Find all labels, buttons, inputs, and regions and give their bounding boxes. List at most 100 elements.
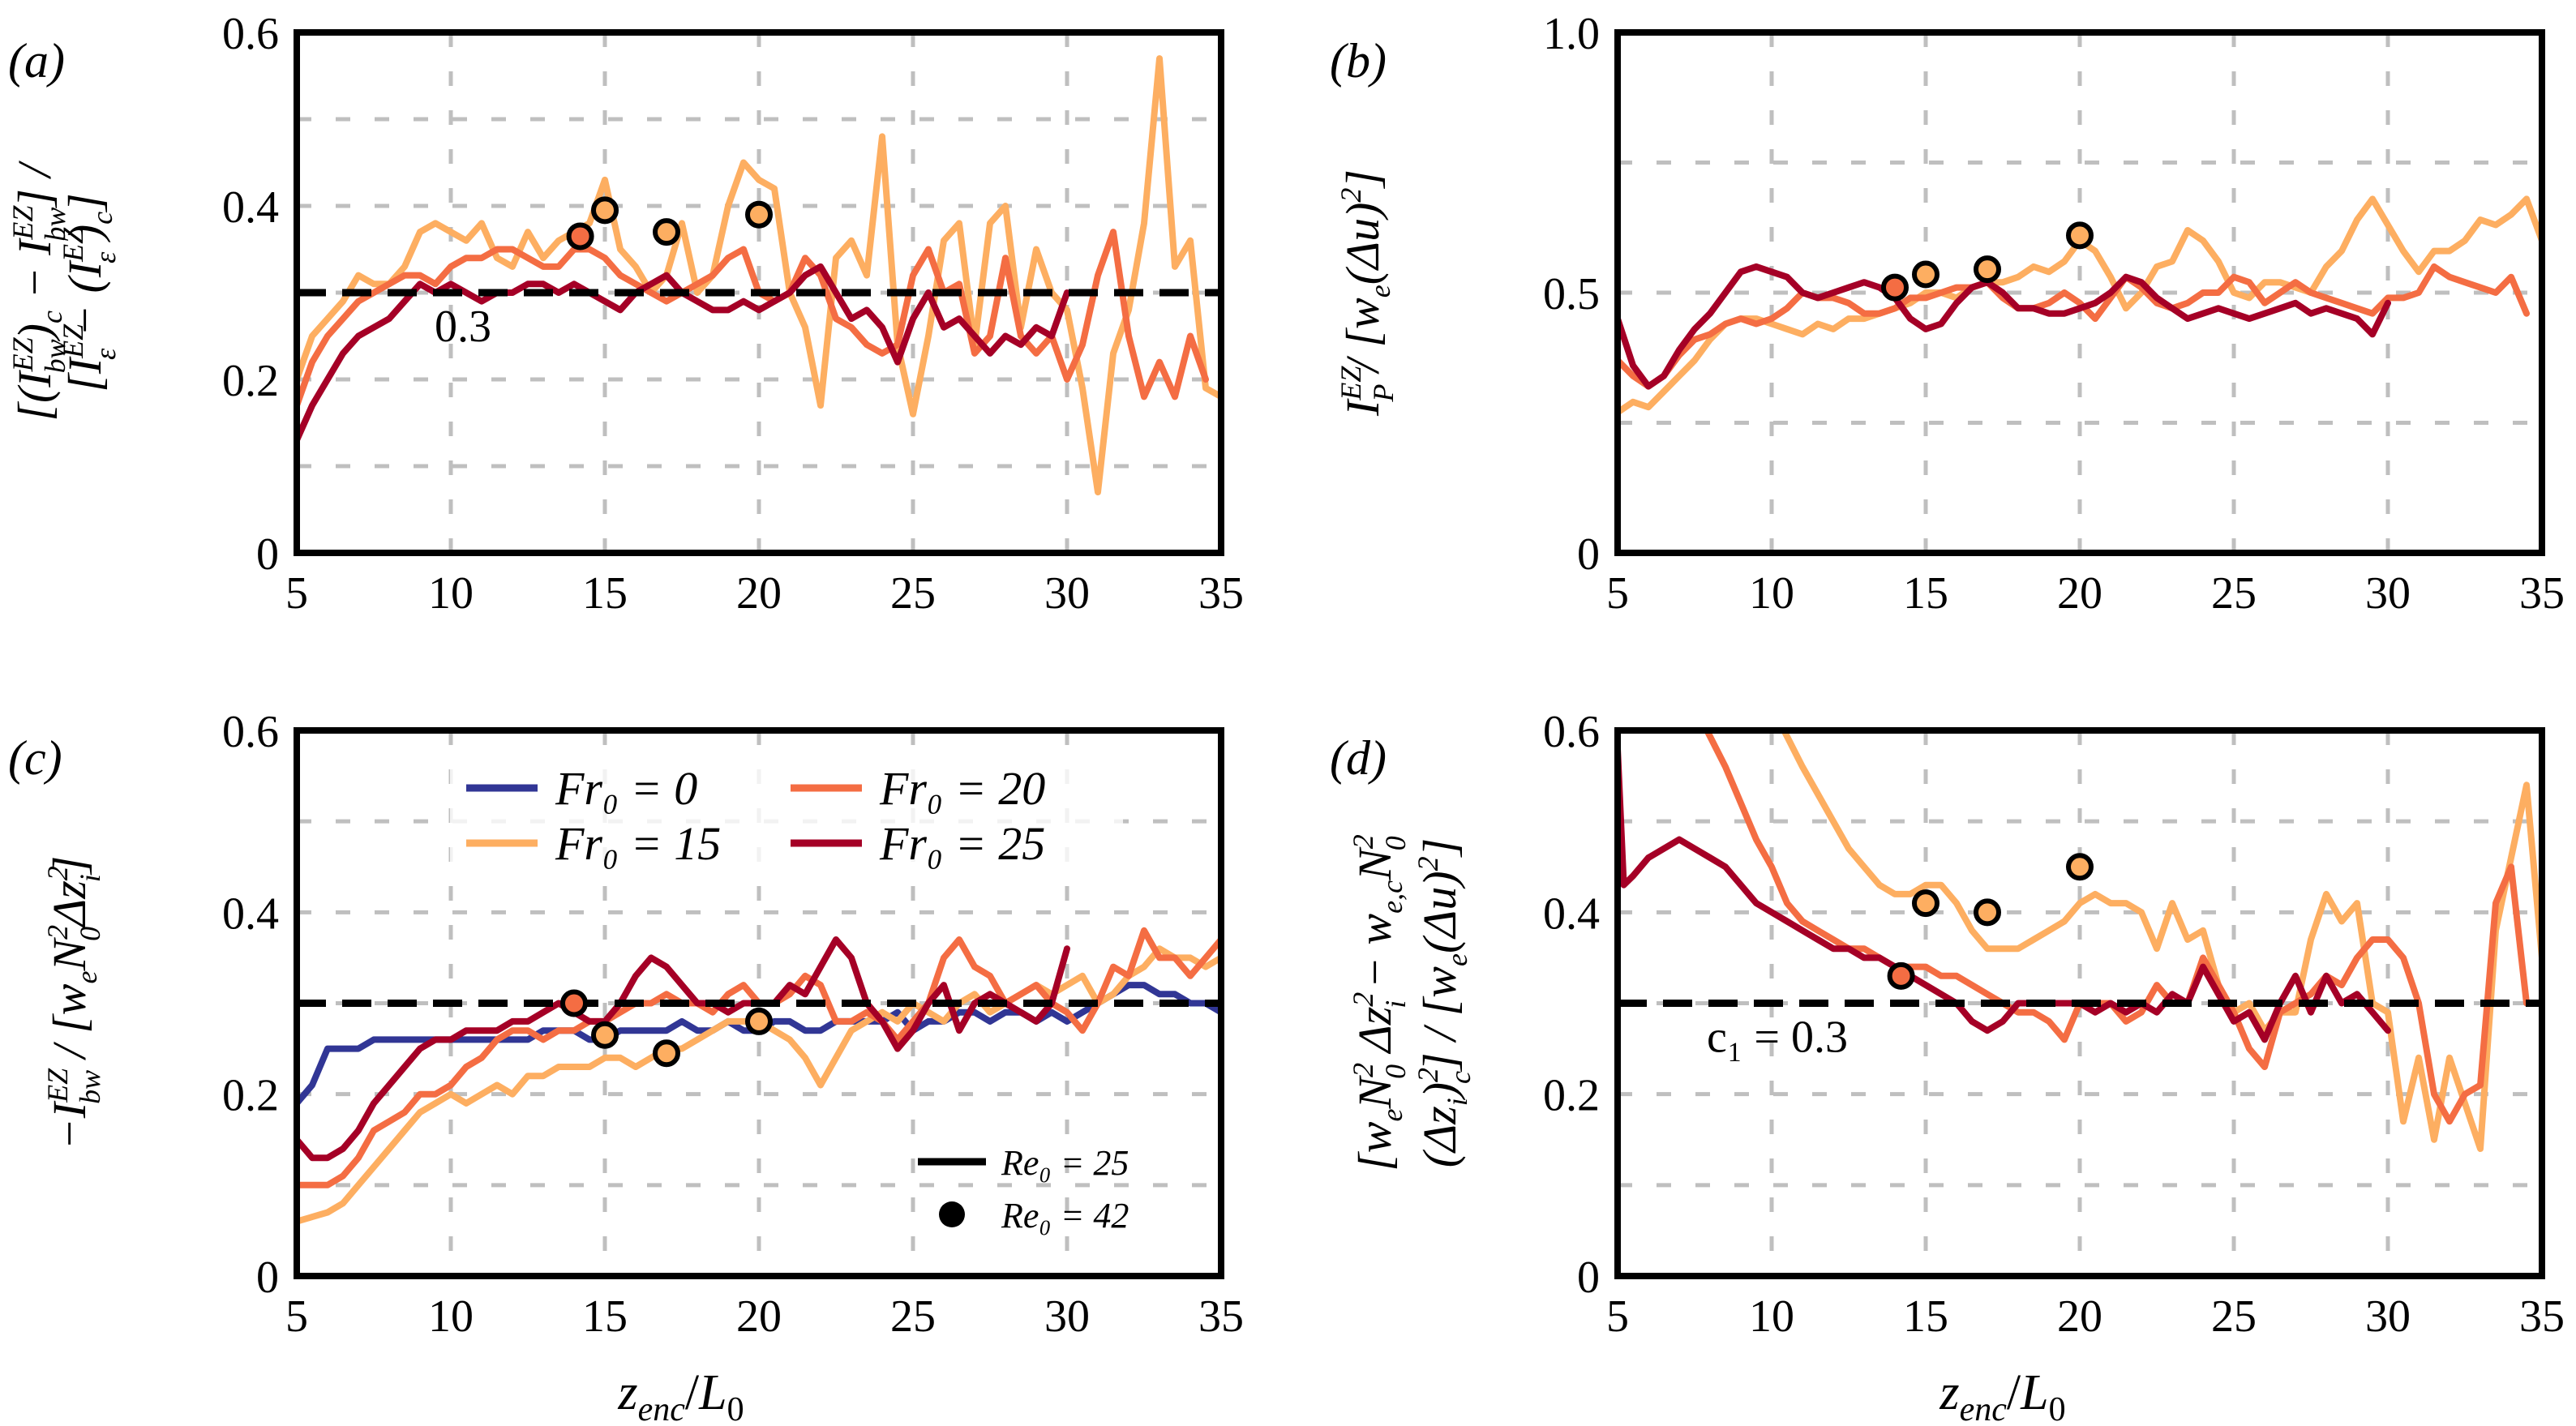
data-marker xyxy=(1912,889,1940,918)
panel-label-c: (c) xyxy=(8,731,62,785)
panel-b: 5 10 15 20 25 30 35 0 0.5 1.0 xyxy=(1543,9,2565,619)
x-tick-label: 10 xyxy=(1749,568,1794,619)
x-tick-label: 25 xyxy=(890,568,936,619)
x-tick-label: 5 xyxy=(1606,568,1629,619)
y-tick-label: 1.0 xyxy=(1543,9,1600,59)
legend-label: Re₀ = 25 xyxy=(1001,1143,1129,1183)
data-marker xyxy=(1887,961,1915,990)
series-line-25 xyxy=(1618,745,2391,1043)
axes-frame xyxy=(1614,29,2545,556)
x-tick-label: 20 xyxy=(2057,568,2102,619)
y-tick-label: 0.5 xyxy=(1543,269,1600,319)
panel-label-d: (d) xyxy=(1330,731,1387,785)
panel-label-a: (a) xyxy=(8,34,65,88)
y-tick-label: 0.6 xyxy=(222,707,279,757)
data-marker xyxy=(1974,898,2001,927)
x-tick-label: 30 xyxy=(2365,568,2411,619)
xlabel-c: zenc/L0 xyxy=(617,1365,744,1426)
x-tick-label: 5 xyxy=(285,1291,308,1342)
legend-fr: Fr₀ = 0 Fr₀ = 20 Fr₀ = 15 Fr₀ = 25 xyxy=(450,758,1123,880)
svg-text:IEZP / [we(Δu)2]: IEZP / [we(Δu)2] xyxy=(1335,169,1399,417)
axes-frame xyxy=(294,29,1224,556)
y-tick-label: 0 xyxy=(1577,529,1600,580)
y-tick-label: 0.2 xyxy=(222,356,279,406)
axes-frame xyxy=(294,727,1224,1279)
data-marker xyxy=(560,989,588,1017)
series-line-15 xyxy=(1781,730,2542,1152)
series-line-25 xyxy=(1618,263,2391,390)
panel-a: 0.3 5 10 15 20 25 30 35 0 0.2 0.4 0.6 xyxy=(222,9,1244,619)
y-tick-label: 0.4 xyxy=(222,889,279,939)
x-tick-label: 25 xyxy=(2211,1291,2257,1342)
legend-re: Re₀ = 25 Re₀ = 42 xyxy=(918,1143,1129,1235)
panel-label-b: (b) xyxy=(1330,34,1387,88)
plot-area xyxy=(1618,730,2542,1152)
ylabel-a: [(IEZbw)c − IEZbw] / [IEZε − (IEZε )c] xyxy=(6,160,122,421)
x-tick-label: 10 xyxy=(428,568,474,619)
y-tick-label: 0.2 xyxy=(1543,1071,1600,1121)
reference-line-label: c₁ = 0.3 xyxy=(1707,1013,1848,1063)
reference-line-label: 0.3 xyxy=(435,302,491,352)
legend-background xyxy=(450,758,1123,880)
y-tick-label: 0.6 xyxy=(222,9,279,59)
x-tick-label: 15 xyxy=(1903,568,1948,619)
series-line-25 xyxy=(297,936,1070,1162)
y-tick-label: 0 xyxy=(1577,1253,1600,1303)
x-tick-label: 35 xyxy=(2519,568,2565,619)
x-tick-label: 5 xyxy=(1606,1291,1629,1342)
svg-text:(Δzi)2c] / [we(Δu)2]: (Δzi)2c] / [we(Δu)2] xyxy=(1412,838,1477,1167)
svg-text:[IEZε − (IEZε )c]: [IEZε − (IEZε )c] xyxy=(57,193,122,392)
x-tick-label: 30 xyxy=(2365,1291,2411,1342)
x-tick-label: 15 xyxy=(582,1291,628,1342)
x-tick-label: 15 xyxy=(1903,1291,1948,1342)
ylabel-d: [weN20 Δz2i − we,cN20 (Δzi)2c] / [we(Δu)… xyxy=(1347,834,1477,1171)
axes-frame xyxy=(1614,727,2545,1279)
y-tick-label: 0.2 xyxy=(222,1071,279,1121)
y-tick-label: 0.4 xyxy=(1543,889,1600,939)
legend-label: Re₀ = 42 xyxy=(1001,1196,1129,1235)
x-tick-label: 20 xyxy=(2057,1291,2102,1342)
data-marker xyxy=(2066,221,2094,250)
x-tick-label: 35 xyxy=(2519,1291,2565,1342)
x-tick-label: 35 xyxy=(1198,1291,1244,1342)
x-tick-label: 20 xyxy=(736,568,782,619)
legend-label: Fr₀ = 20 xyxy=(879,762,1045,815)
y-tick-label: 0 xyxy=(256,1253,279,1303)
ylabel-b: IEZP / [we(Δu)2] xyxy=(1335,169,1399,417)
x-tick-label: 20 xyxy=(736,1291,782,1342)
data-marker xyxy=(1912,260,1940,289)
legend-label: Fr₀ = 0 xyxy=(555,762,697,815)
series-line-20 xyxy=(1704,730,2530,1125)
series-line-20 xyxy=(1618,263,2530,390)
x-tick-label: 30 xyxy=(1044,1291,1090,1342)
data-marker xyxy=(566,222,594,251)
y-tick-label: 0.6 xyxy=(1543,707,1600,757)
legend-swatch-circle xyxy=(939,1201,965,1227)
legend-label: Fr₀ = 25 xyxy=(879,817,1045,870)
panel-d: c₁ = 0.3 5 10 15 20 25 30 35 0 0.2 0.4 0.6 xyxy=(1543,707,2565,1342)
x-tick-label: 25 xyxy=(2211,568,2257,619)
x-tick-label: 10 xyxy=(428,1291,474,1342)
ylabel-c: −IEZbw / [weN20Δz2i] xyxy=(41,856,106,1150)
x-tick-label: 15 xyxy=(582,568,628,619)
x-tick-label: 30 xyxy=(1044,568,1090,619)
x-tick-label: 25 xyxy=(890,1291,936,1342)
y-tick-label: 0 xyxy=(256,529,279,580)
series-line-20 xyxy=(297,229,1209,409)
x-tick-label: 35 xyxy=(1198,568,1244,619)
data-marker xyxy=(1974,255,2001,284)
data-marker xyxy=(745,200,773,229)
series-line-15 xyxy=(297,55,1221,496)
legend-label: Fr₀ = 15 xyxy=(555,817,721,870)
data-marker xyxy=(653,218,680,246)
data-marker xyxy=(1881,273,1909,302)
xlabel-d: zenc/L0 xyxy=(1939,1365,2065,1426)
data-marker xyxy=(591,196,619,225)
svg-text:[(IEZbw)c − IEZbw] /: [(IEZbw)c − IEZbw] / xyxy=(6,160,71,421)
y-tick-label: 0.4 xyxy=(222,182,279,233)
data-marker xyxy=(653,1039,680,1068)
data-marker xyxy=(745,1007,773,1035)
svg-text:[weN20 Δz2i − we,cN20: [weN20 Δz2i − we,cN20 xyxy=(1347,834,1412,1171)
svg-text:−IEZbw / [weN20Δz2i]: −IEZbw / [weN20Δz2i] xyxy=(41,856,106,1150)
